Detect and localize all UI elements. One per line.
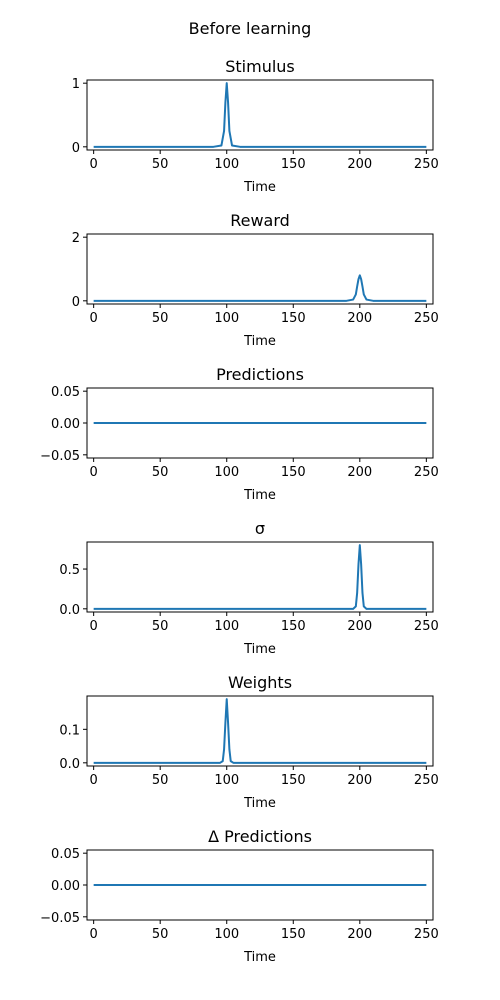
x-tick-label: 200	[347, 465, 372, 480]
x-tick-label: 150	[281, 927, 306, 942]
x-tick-label: 250	[414, 465, 439, 480]
y-tick-label: 0.05	[51, 847, 80, 862]
y-tick-label: 0.1	[59, 723, 80, 738]
x-axis-label: Time	[243, 334, 276, 349]
subplot-4: σ 0 50 100 150 200 250 0.0 0.5 Time	[59, 519, 438, 657]
y-tick-label: 2	[72, 231, 80, 246]
x-axis-label: Time	[243, 796, 276, 811]
x-tick-label: 50	[152, 773, 169, 788]
subplot-title: σ	[255, 519, 265, 538]
subplot-6: Δ Predictions 0 50 100 150 200 250 0.05 0.00 −0.0…	[40, 827, 439, 965]
subplot-title: Predictions	[216, 365, 304, 384]
y-tick-label: −0.05	[40, 911, 80, 926]
y-tick-label: 0.0	[59, 603, 80, 618]
x-axis-label: Time	[243, 180, 276, 195]
x-tick-label: 0	[90, 619, 98, 634]
y-tick-label: −0.05	[40, 449, 80, 464]
x-tick-label: 50	[152, 927, 169, 942]
x-tick-label: 250	[414, 311, 439, 326]
x-tick-label: 150	[281, 619, 306, 634]
subplot-title: Reward	[230, 211, 290, 230]
series-line	[93, 274, 427, 302]
x-tick-label: 150	[281, 465, 306, 480]
subplot-5: Weights 0 50 100 150 200 250 0.0 0.1 Time	[59, 673, 438, 811]
x-tick-label: 50	[152, 619, 169, 634]
x-tick-label: 0	[90, 311, 98, 326]
x-tick-label: 200	[347, 773, 372, 788]
series-line	[93, 698, 427, 764]
y-tick-label: 1	[72, 77, 80, 92]
x-axis-label: Time	[243, 488, 276, 503]
axes-frame	[86, 79, 434, 151]
x-tick-label: 150	[281, 157, 306, 172]
x-axis-label: Time	[243, 950, 276, 965]
x-tick-label: 0	[90, 773, 98, 788]
axes-frame	[86, 541, 434, 613]
subplot-title: Stimulus	[225, 57, 295, 76]
y-tick-label: 0.0	[59, 757, 80, 772]
series-line	[93, 544, 427, 610]
y-tick-label: 0	[72, 141, 80, 156]
x-tick-label: 200	[347, 619, 372, 634]
x-tick-label: 150	[281, 311, 306, 326]
y-tick-label: 0.00	[51, 417, 80, 432]
y-tick-label: 0.00	[51, 879, 80, 894]
subplot-3: Predictions 0 50 100 150 200 250 0.05 0.00 −0.05 T…	[40, 365, 439, 503]
x-tick-label: 100	[214, 619, 239, 634]
x-tick-label: 0	[90, 157, 98, 172]
series-line	[93, 82, 427, 148]
y-tick-label: 0.5	[59, 563, 80, 578]
x-tick-label: 100	[214, 773, 239, 788]
x-axis-label: Time	[243, 642, 276, 657]
x-tick-label: 0	[90, 927, 98, 942]
x-tick-label: 0	[90, 465, 98, 480]
subplot-title: Δ Predictions	[208, 827, 312, 846]
axes-frame	[86, 695, 434, 767]
x-tick-label: 100	[214, 465, 239, 480]
y-tick-label: 0.05	[51, 385, 80, 400]
subplot-title: Weights	[228, 673, 292, 692]
x-tick-label: 50	[152, 465, 169, 480]
x-tick-label: 250	[414, 619, 439, 634]
x-tick-label: 250	[414, 927, 439, 942]
axes-frame	[86, 233, 434, 305]
figure-title: Before learning	[189, 19, 312, 38]
x-tick-label: 100	[214, 157, 239, 172]
x-tick-label: 50	[152, 157, 169, 172]
x-tick-label: 100	[214, 311, 239, 326]
y-tick-label: 0	[72, 295, 80, 310]
x-tick-label: 250	[414, 157, 439, 172]
x-tick-label: 200	[347, 311, 372, 326]
x-tick-label: 250	[414, 773, 439, 788]
x-tick-label: 50	[152, 311, 169, 326]
subplot-2: Reward 0 50 100 150 200 250 0 2 Time	[72, 211, 439, 349]
subplot-1: Stimulus 0 50 100 150 200 250 0 1 Time	[72, 57, 439, 195]
x-tick-label: 200	[347, 927, 372, 942]
x-tick-label: 100	[214, 927, 239, 942]
x-tick-label: 200	[347, 157, 372, 172]
x-tick-label: 150	[281, 773, 306, 788]
